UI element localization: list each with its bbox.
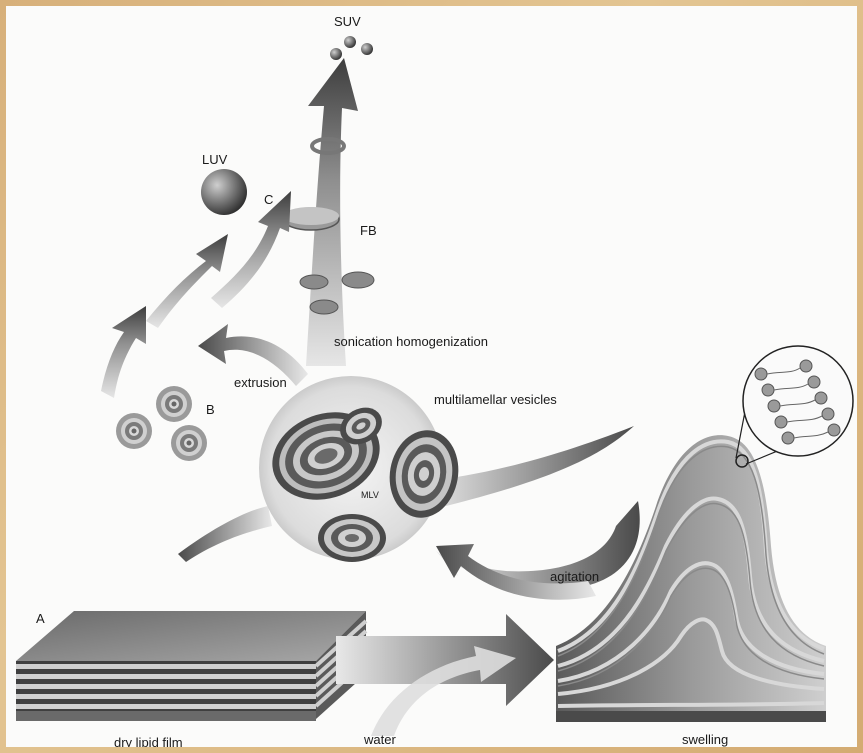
label-suv: SUV (334, 14, 361, 29)
label-a: A (36, 611, 45, 626)
label-fb: FB (360, 223, 377, 238)
label-water: water (363, 732, 396, 747)
label-luv: LUV (202, 152, 228, 167)
b-vesicles (116, 386, 207, 461)
label-multilamellar: multilamellar vesicles (434, 392, 557, 407)
dry-lipid-film (16, 611, 368, 721)
suv-particles (330, 36, 373, 60)
label-extrusion: extrusion (234, 375, 287, 390)
label-c: C (264, 192, 273, 207)
label-swelling: swelling (682, 732, 728, 747)
bilayer-zoom-circle (735, 345, 854, 468)
label-b: B (206, 402, 215, 417)
extrusion-arrow (198, 324, 308, 386)
label-agitation: agitation (550, 569, 599, 584)
liposome-diagram: SUV FB C LUV extrusion (16, 14, 854, 747)
label-mlv: MLV (361, 490, 379, 500)
label-dry-lipid-film: dry lipid film (114, 735, 183, 747)
mlv-sphere (259, 376, 459, 562)
swelling-mound (556, 435, 826, 722)
fb-discs (282, 137, 375, 315)
label-sonication: sonication homogenization (334, 334, 488, 349)
arrow-to-luv (211, 191, 291, 308)
water-arrow (336, 614, 554, 736)
agitation-arrow (436, 544, 596, 600)
luv-sphere (201, 169, 247, 215)
diagram-canvas: SUV FB C LUV extrusion (6, 6, 857, 747)
arrow-b-to-luv (101, 234, 228, 398)
swoosh-arrows (178, 426, 640, 590)
